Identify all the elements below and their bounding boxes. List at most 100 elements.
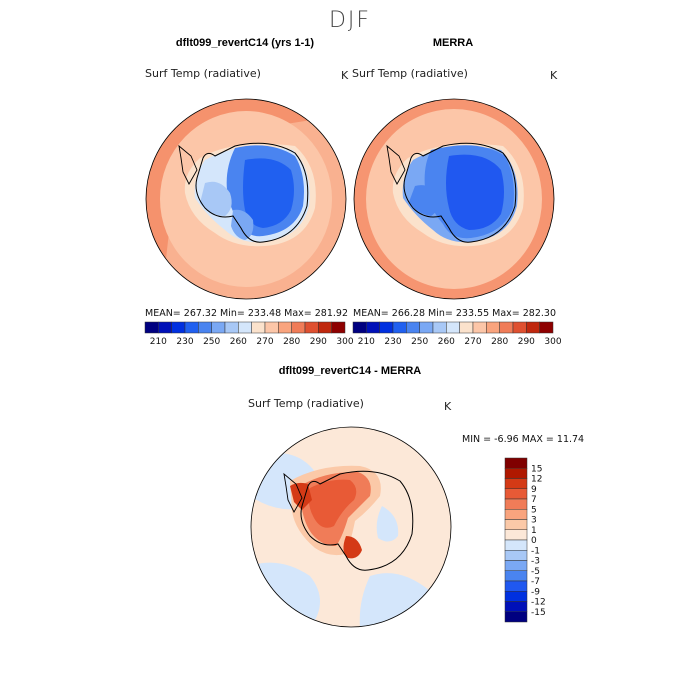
panel1-colorbar-tick-label: 250 bbox=[203, 337, 220, 347]
panel3-colorbar-swatch bbox=[504, 529, 528, 541]
panel3-colorbar-tick-label: 1 bbox=[531, 526, 537, 536]
panel2-colorbar-tick-label: 210 bbox=[358, 337, 375, 347]
panel1-colorbar-swatch bbox=[251, 321, 266, 334]
panel3-colorbar-tick-label: 5 bbox=[531, 505, 537, 515]
panel3-east-cool-spot bbox=[376, 506, 399, 542]
panel3-colorbar-swatch bbox=[504, 570, 528, 582]
panel1-colorbar-swatch bbox=[238, 321, 252, 334]
panel2-variable-label: Surf Temp (radiative) bbox=[352, 67, 468, 80]
panel3-map bbox=[250, 426, 452, 628]
panel3-colorbar-tick-label: -3 bbox=[531, 557, 540, 567]
panel3-west-warm-inner bbox=[308, 479, 357, 528]
panel3-colorbar-tick-label: -15 bbox=[531, 608, 546, 618]
panel3-colorbar-tick-label: -9 bbox=[531, 587, 540, 597]
panel3-colorbar-tick-label: 0 bbox=[531, 536, 537, 546]
panel1-ross-region bbox=[231, 209, 254, 240]
panel2-colorbar-swatch bbox=[512, 321, 527, 334]
panel1-stats: MEAN= 267.32 Min= 233.48 Max= 281.92 bbox=[145, 308, 349, 319]
panel2-colorbar-tick-label: 250 bbox=[411, 337, 428, 347]
panel1-variable-label: Surf Temp (radiative) bbox=[145, 67, 261, 80]
panel3-colorbar-swatch bbox=[504, 611, 528, 623]
panel1-colorbar-swatch bbox=[158, 321, 172, 334]
panel2-colorbar-swatch bbox=[419, 321, 434, 334]
panel1-colorbar-tick-label: 260 bbox=[230, 337, 247, 347]
panel2-colorbar-tick-label: 270 bbox=[464, 337, 481, 347]
panel2-colorbar-tick-label: 260 bbox=[438, 337, 455, 347]
panel2-colorbar-swatch bbox=[406, 321, 420, 334]
panel3-colorbar-swatch bbox=[504, 509, 528, 520]
panel3-colorbar-tick-label: -5 bbox=[531, 567, 540, 577]
panel1-unit-label: K bbox=[341, 69, 349, 82]
panel1-ice-shelf bbox=[200, 181, 232, 216]
panel3-colorbar-tick-label: 3 bbox=[531, 516, 537, 526]
panel3-colorbar-swatch bbox=[504, 478, 528, 489]
panel2-colorbar-swatch bbox=[499, 321, 514, 334]
panel2-interior-cold bbox=[446, 154, 504, 230]
panel2-colorbar-swatch bbox=[526, 321, 540, 334]
panel3-colorbar-swatch bbox=[504, 498, 528, 510]
panel2-coastline bbox=[403, 142, 517, 243]
panel2-colorbar-tick-label: 290 bbox=[518, 337, 535, 347]
panel2-colorbar-swatch bbox=[459, 321, 474, 334]
panel1-colorbar-tick-label: 280 bbox=[283, 337, 300, 347]
panel1-colorbar-swatch bbox=[184, 321, 199, 334]
panel3-colorbar-swatch bbox=[504, 488, 528, 500]
panel3-colorbar-swatch bbox=[504, 539, 528, 551]
panel2-colorbar-swatch bbox=[539, 321, 554, 334]
panel3-colorbar-swatch bbox=[504, 580, 528, 592]
panel3-peninsula-outline bbox=[283, 472, 303, 513]
panel1-colorbar-tick-label: 300 bbox=[336, 337, 353, 347]
panel1-interior-cold bbox=[243, 158, 294, 228]
panel3-colorbar-swatch bbox=[504, 550, 528, 561]
panel1-colorbar-swatch bbox=[304, 321, 319, 334]
panel2-colorbar-tick-label: 280 bbox=[491, 337, 508, 347]
panel2-peninsula-outline bbox=[386, 144, 406, 185]
panel3-ross-warm bbox=[343, 536, 362, 559]
panel3-colorbar-tick-label: 7 bbox=[531, 495, 537, 505]
panel3-stats: MIN = -6.96 MAX = 11.74 bbox=[462, 434, 585, 445]
panel1-colorbar-swatch bbox=[144, 321, 159, 334]
panel2-colorbar-swatch bbox=[432, 321, 447, 334]
panel3-colorbar-swatch bbox=[504, 601, 528, 612]
panel3-colorbar-swatch bbox=[504, 468, 528, 479]
panel2-colorbar-swatch bbox=[352, 321, 367, 334]
panel3-colorbar-tick-label: -1 bbox=[531, 546, 540, 556]
panel1-colorbar-swatch bbox=[318, 321, 332, 334]
panel1-colorbar: 210 230 250 260 270 280 290 300 bbox=[144, 321, 354, 347]
panel3-unit-label: K bbox=[444, 400, 452, 413]
panel2-map bbox=[353, 98, 555, 300]
panel1-colorbar-tick-label: 270 bbox=[256, 337, 273, 347]
panel1-map-border bbox=[145, 98, 347, 300]
panel1-map bbox=[145, 98, 347, 300]
panel1-colorbar-swatch bbox=[211, 321, 226, 334]
panel2-colorbar-tick-label: 300 bbox=[544, 337, 561, 347]
panel1-colorbar-tick-label: 290 bbox=[310, 337, 327, 347]
panel3-title: dflt099_revertC14 - MERRA bbox=[278, 365, 422, 377]
panel2-colorbar-swatch bbox=[379, 321, 394, 334]
panel1-colorbar-tick-label: 210 bbox=[150, 337, 167, 347]
panel2-colorbar-swatch bbox=[446, 321, 460, 334]
panel2-stats: MEAN= 266.28 Min= 233.55 Max= 282.30 bbox=[353, 308, 557, 319]
panel2-unit-label: K bbox=[550, 69, 558, 82]
panel2-map-border bbox=[353, 98, 555, 300]
panel2-colorbar: 210 230 250 260 270 280 290 300 bbox=[352, 321, 562, 347]
panel3-coastline bbox=[300, 470, 414, 571]
panel3-map-border bbox=[250, 426, 452, 628]
page-title: DJF bbox=[328, 8, 372, 33]
panel1-peninsula-outline bbox=[178, 144, 198, 185]
panel2-colorbar-tick-label: 230 bbox=[384, 337, 401, 347]
panel1-colorbar-swatch bbox=[198, 321, 212, 334]
panel1-colorbar-swatch bbox=[291, 321, 306, 334]
panel3-variable-label: Surf Temp (radiative) bbox=[248, 397, 364, 410]
panel3-colorbar-tick-label: 15 bbox=[531, 464, 542, 474]
panel3-colorbar-tick-label: 9 bbox=[531, 485, 537, 495]
panel3-colorbar-swatch bbox=[504, 457, 528, 469]
panel3-cool-patch-south bbox=[359, 573, 451, 627]
panel3-colorbar-tick-label: -7 bbox=[531, 577, 540, 587]
panel1-colorbar-swatch bbox=[278, 321, 292, 334]
panel2-colorbar-swatch bbox=[486, 321, 500, 334]
panel2-colorbar-swatch bbox=[472, 321, 487, 334]
panel1-colorbar-swatch bbox=[171, 321, 186, 334]
panel1-colorbar-swatch bbox=[224, 321, 239, 334]
